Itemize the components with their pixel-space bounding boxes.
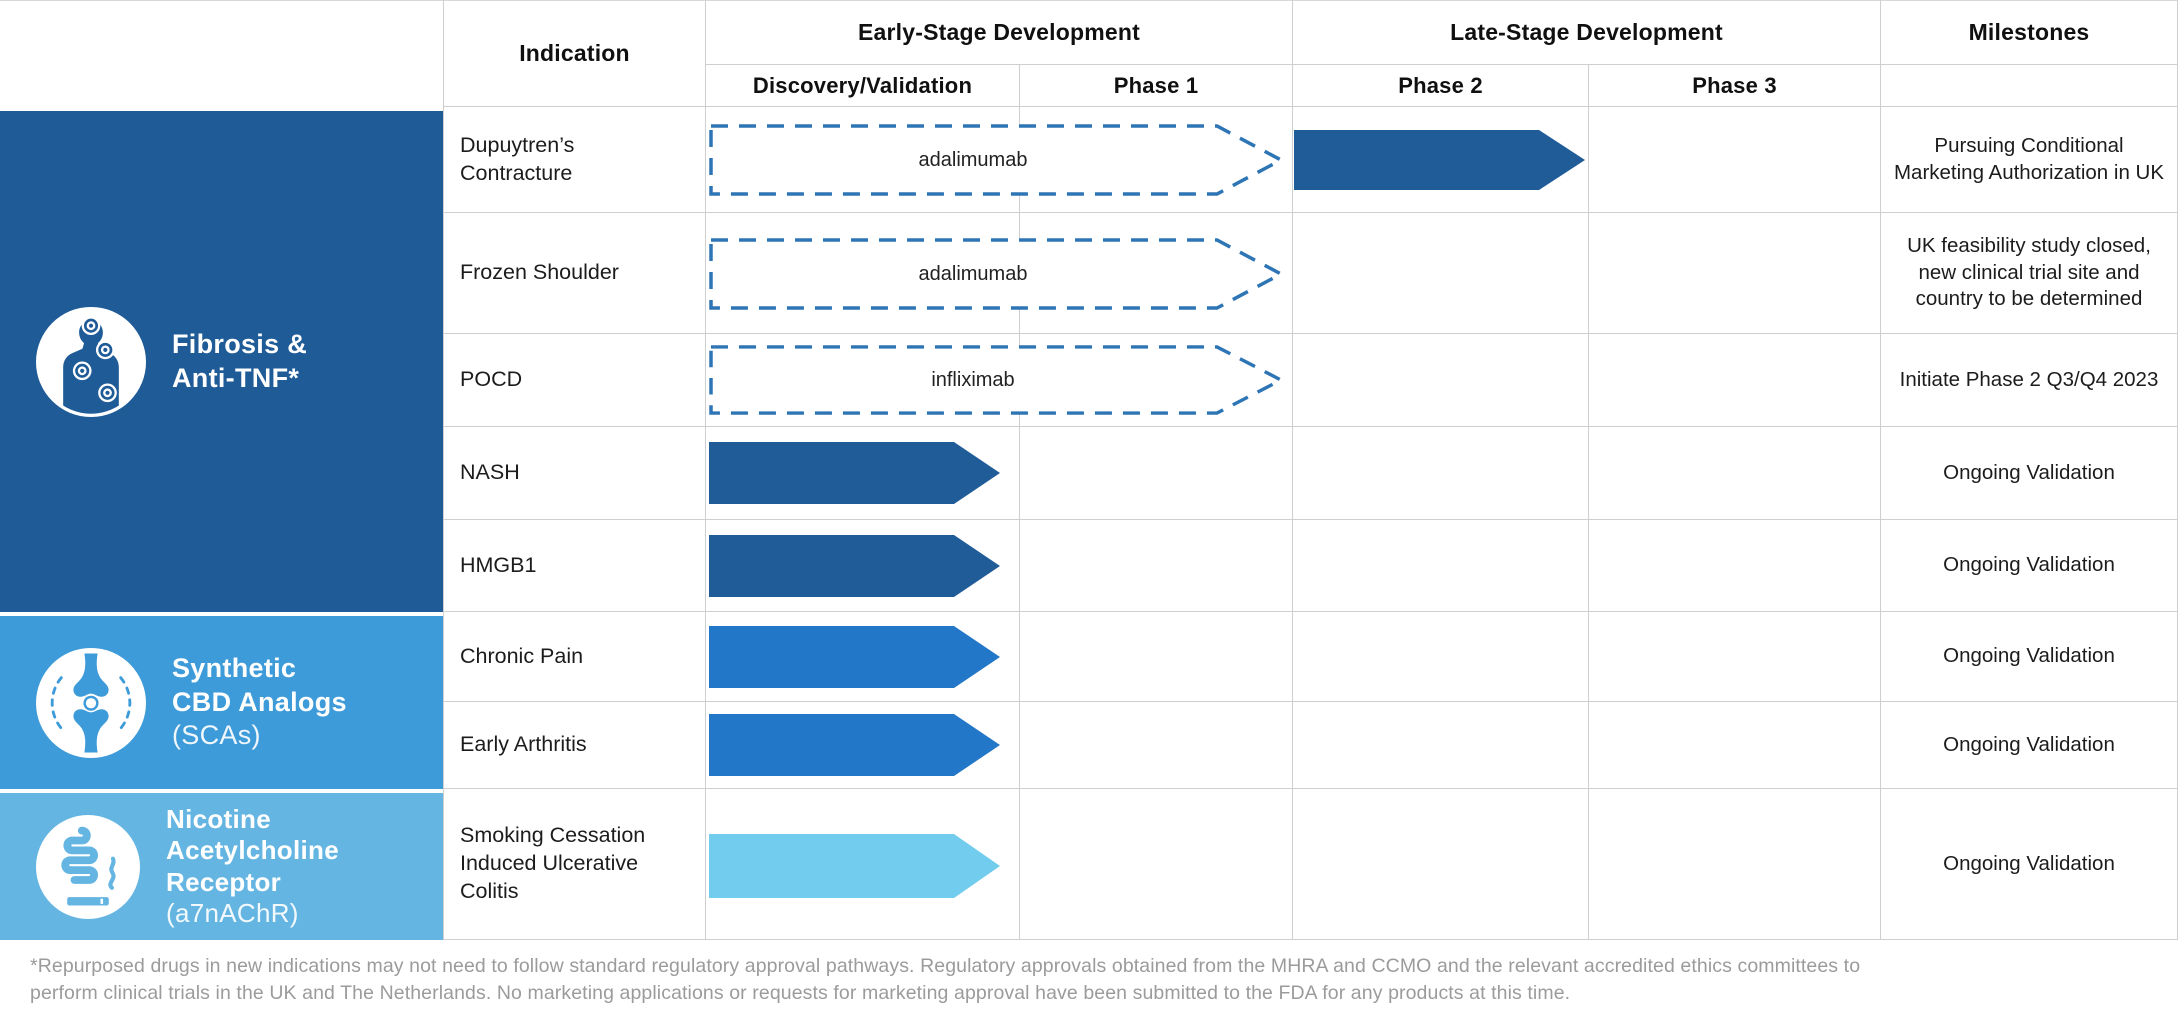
stage-cell (1589, 520, 1881, 612)
group-nicotine-acetylcholine-receptor: Nicotine Acetylcholine Receptor (a7nAChR… (0, 789, 443, 940)
stage-cell (1020, 789, 1293, 940)
stage-cell (706, 789, 1020, 940)
stage-cell (1020, 612, 1293, 702)
stage-cell (1589, 107, 1881, 213)
program-sidebar: Fibrosis & Anti-TNF* Synthetic (0, 107, 444, 940)
group-synthetic-cbd-analogs: Synthetic CBD Analogs (SCAs) (0, 612, 443, 789)
footnote: *Repurposed drugs in new indications may… (30, 953, 2150, 1008)
stage-cell (1589, 334, 1881, 427)
smoke-wisp (108, 856, 116, 890)
late-stage-header: Late-Stage Development (1293, 0, 1881, 65)
pipeline-table: Indication Early-Stage Development Late-… (0, 0, 2178, 940)
stage-cell (1293, 612, 1589, 702)
stage-cell (706, 702, 1020, 789)
footnote-line: *Repurposed drugs in new indications may… (30, 955, 1861, 977)
indication-cell: Smoking Cessation Induced Ulcerative Col… (444, 789, 706, 940)
stage-cell (1589, 213, 1881, 334)
early-stage-header: Early-Stage Development (706, 0, 1293, 65)
indication-cell: Early Arthritis (444, 702, 706, 789)
milestone-cell: UK feasibility study closed, new clinica… (1881, 213, 2178, 334)
subheader-phase-3: Phase 3 (1589, 65, 1881, 107)
stage-cell (1020, 334, 1293, 427)
stage-cell (1020, 427, 1293, 520)
stage-cell (706, 612, 1020, 702)
milestone-cell: Ongoing Validation (1881, 520, 2178, 612)
stage-cell (706, 107, 1020, 213)
cigarette-icon (67, 896, 109, 905)
milestone-cell: Ongoing Validation (1881, 612, 2178, 702)
intestine-icon (36, 814, 140, 919)
stage-cell (1293, 107, 1589, 213)
milestone-cell: Initiate Phase 2 Q3/Q4 2023 (1881, 334, 2178, 427)
stage-cell (1020, 213, 1293, 334)
joint-icon (36, 647, 146, 758)
stage-cell (706, 427, 1020, 520)
milestones-subheader-empty-cell (1881, 65, 2178, 107)
stage-cell (1589, 789, 1881, 940)
stage-cell (1589, 427, 1881, 520)
stage-cell (1020, 107, 1293, 213)
footnote-line: perform clinical trials in the UK and Th… (30, 982, 1571, 1005)
group-label: Synthetic CBD Analogs (SCAs) (172, 653, 347, 751)
group-label: Nicotine Acetylcholine Receptor (a7nAChR… (166, 804, 339, 928)
stage-cell (1293, 702, 1589, 789)
target-marks (72, 315, 117, 402)
indication-cell: Chronic Pain (444, 612, 706, 702)
indication-cell: Dupuytren’s Contracture (444, 107, 706, 213)
subheader-phase-2: Phase 2 (1293, 65, 1589, 107)
milestone-cell: Ongoing Validation (1881, 702, 2178, 789)
stage-cell (1293, 520, 1589, 612)
top-left-blank-cell (0, 0, 444, 107)
milestones-header: Milestones (1881, 0, 2178, 65)
group-fibrosis-anti-tnf: Fibrosis & Anti-TNF* (0, 107, 443, 612)
subheader-discovery-validation: Discovery/Validation (706, 65, 1020, 107)
indication-cell: POCD (444, 334, 706, 427)
stage-cell (1293, 213, 1589, 334)
indication-column-header: Indication (444, 0, 706, 107)
body-target-icon (36, 306, 146, 417)
stage-cell (706, 213, 1020, 334)
stage-cell (1293, 789, 1589, 940)
indication-cell: NASH (444, 427, 706, 520)
subheader-phase-1: Phase 1 (1020, 65, 1293, 107)
milestone-cell: Ongoing Validation (1881, 427, 2178, 520)
stage-cell (1020, 520, 1293, 612)
milestone-cell: Pursuing Conditional Marketing Authoriza… (1881, 107, 2178, 213)
indication-cell: HMGB1 (444, 520, 706, 612)
group-label: Fibrosis & Anti-TNF* (172, 329, 308, 393)
stage-cell (706, 334, 1020, 427)
stage-cell (1293, 427, 1589, 520)
stage-cell (1589, 702, 1881, 789)
stage-cell (1589, 612, 1881, 702)
table-top-border (0, 0, 2178, 1)
milestone-cell: Ongoing Validation (1881, 789, 2178, 940)
stage-cell (1020, 702, 1293, 789)
stage-cell (1293, 334, 1589, 427)
stage-cell (706, 520, 1020, 612)
indication-cell: Frozen Shoulder (444, 213, 706, 334)
